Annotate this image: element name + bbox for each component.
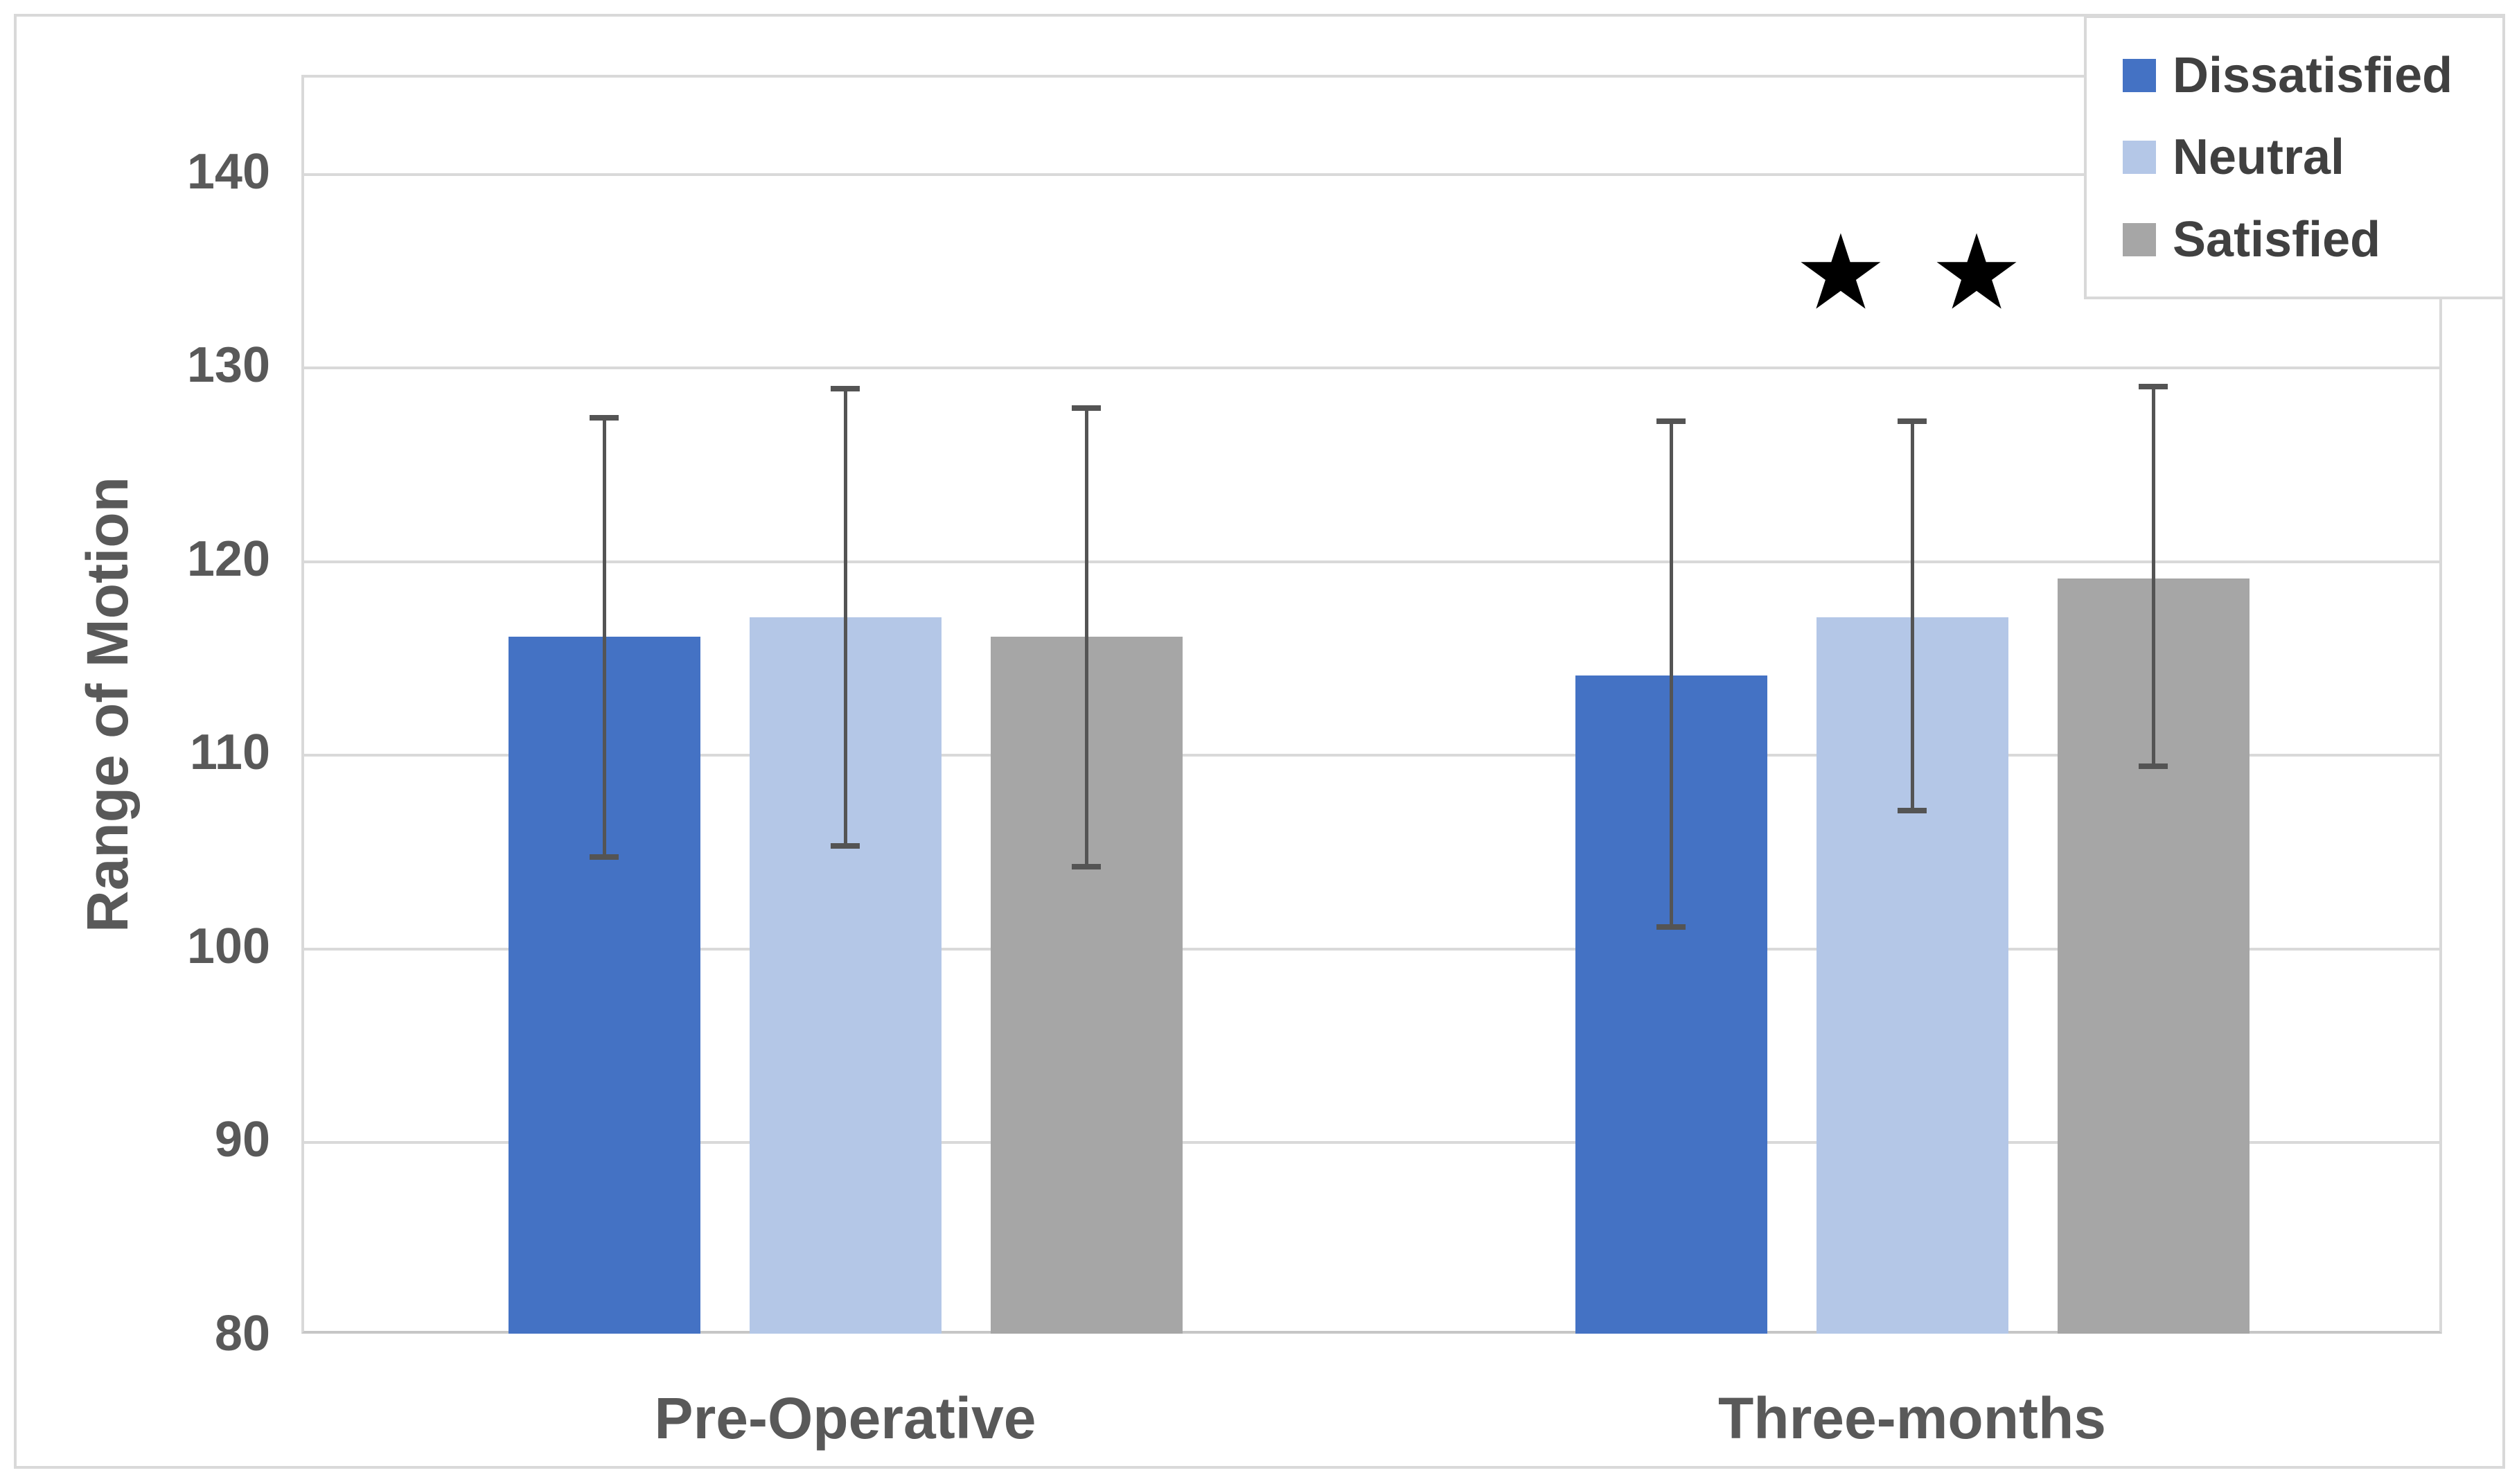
x-category-label-pre-operative: Pre-Operative: [654, 1386, 1036, 1451]
legend-swatch-neutral: [2123, 141, 2156, 174]
legend-label-satisfied: Satisfied: [2173, 211, 2381, 267]
y-gridline-90: [304, 1141, 2439, 1145]
error-bar-neutral: [1911, 421, 1914, 811]
y-gridline-130: [304, 366, 2439, 370]
error-bar-satisfied: [2152, 387, 2155, 766]
error-bar-dissatisfied: [1670, 421, 1673, 927]
error-cap-high-neutral: [831, 385, 860, 391]
legend-swatch-satisfied: [2123, 222, 2156, 256]
error-cap-low-neutral: [1898, 808, 1927, 814]
y-tick-label-100: 100: [186, 918, 270, 974]
y-tick-label-80: 80: [214, 1306, 270, 1361]
y-gridline-100: [304, 947, 2439, 951]
y-tick-label-110: 110: [189, 725, 270, 781]
y-tick-label-120: 120: [186, 531, 270, 587]
y-tick-label-130: 130: [186, 337, 270, 394]
y-gridline-110: [304, 754, 2439, 757]
y-tick-label-140: 140: [186, 143, 270, 200]
y-gridline-140: [304, 173, 2439, 176]
significance-stars-annotation: ★ ★: [1794, 214, 2031, 331]
error-cap-low-dissatisfied: [1656, 924, 1686, 930]
legend-label-neutral: Neutral: [2173, 130, 2345, 185]
x-category-label-three-months: Three-months: [1717, 1386, 2107, 1451]
error-cap-high-satisfied: [1072, 405, 1101, 411]
legend-item-dissatisfied: Dissatisfied: [2123, 51, 2502, 100]
legend-label-dissatisfied: Dissatisfied: [2173, 47, 2453, 103]
y-tick-label-90: 90: [214, 1112, 270, 1168]
legend: Dissatisfied Neutral Satisfied: [2084, 15, 2505, 299]
error-bar-dissatisfied: [603, 417, 606, 858]
y-gridline-120: [304, 560, 2439, 563]
error-bar-neutral: [844, 388, 847, 846]
error-bar-satisfied: [1085, 407, 1088, 867]
error-cap-high-neutral: [1898, 418, 1927, 425]
error-cap-low-dissatisfied: [590, 854, 619, 860]
error-cap-low-satisfied: [2139, 763, 2168, 769]
error-cap-low-neutral: [831, 842, 860, 849]
error-cap-high-satisfied: [2139, 384, 2168, 390]
error-cap-high-dissatisfied: [590, 414, 619, 421]
error-cap-low-satisfied: [1072, 864, 1101, 870]
legend-swatch-dissatisfied: [2123, 58, 2156, 92]
error-cap-high-dissatisfied: [1656, 418, 1686, 425]
legend-item-neutral: Neutral: [2123, 132, 2502, 182]
legend-item-satisfied: Satisfied: [2123, 215, 2502, 265]
